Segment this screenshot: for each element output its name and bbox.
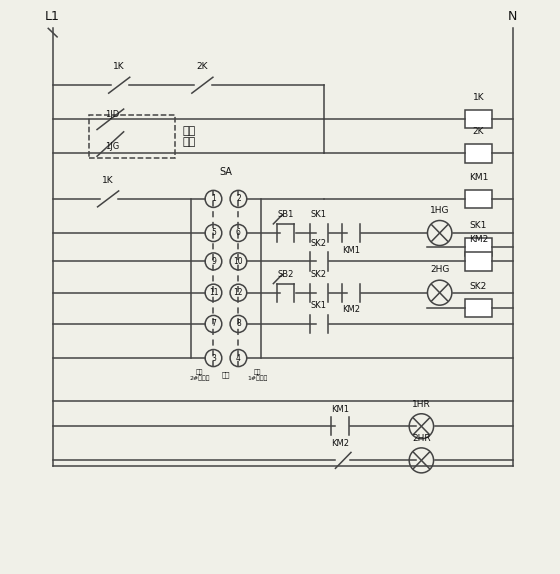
- Text: 2: 2: [236, 195, 241, 203]
- Text: 5: 5: [211, 228, 216, 238]
- Text: 1K: 1K: [473, 93, 484, 102]
- Text: 1K: 1K: [113, 62, 125, 71]
- Text: 11: 11: [209, 288, 218, 297]
- Text: 手动: 手动: [222, 372, 230, 378]
- Text: 1HG: 1HG: [430, 205, 450, 215]
- Text: 1K: 1K: [102, 176, 114, 185]
- Bar: [465, 253, 492, 270]
- Text: KM1: KM1: [469, 173, 488, 182]
- Bar: [465, 299, 492, 317]
- Text: 6: 6: [236, 228, 241, 238]
- Text: 2K: 2K: [473, 127, 484, 136]
- Text: SK1: SK1: [311, 210, 327, 219]
- Text: SK2: SK2: [311, 239, 327, 248]
- Text: 2HR: 2HR: [412, 435, 431, 443]
- Text: KM2: KM2: [469, 235, 488, 245]
- Text: SK2: SK2: [470, 282, 487, 291]
- Text: 1HR: 1HR: [412, 400, 431, 409]
- Text: 2K: 2K: [197, 62, 208, 71]
- Bar: [465, 190, 492, 208]
- Text: 10: 10: [234, 257, 243, 266]
- Bar: [465, 144, 492, 162]
- Text: 自动
2#联全量: 自动 2#联全量: [189, 369, 210, 381]
- Text: KM1: KM1: [342, 246, 360, 254]
- Text: 水位
开关: 水位 开关: [183, 126, 196, 147]
- Text: N: N: [508, 10, 517, 23]
- Text: SA: SA: [220, 166, 232, 177]
- Text: KM2: KM2: [342, 305, 360, 314]
- Text: KM2: KM2: [331, 439, 349, 448]
- Text: SB2: SB2: [277, 270, 294, 279]
- Text: KM1: KM1: [331, 405, 349, 414]
- Text: 1JD: 1JD: [105, 110, 120, 119]
- Text: 自动
1#联全量: 自动 1#联全量: [248, 369, 268, 381]
- Text: SK2: SK2: [311, 270, 327, 279]
- Text: 1JG: 1JG: [105, 142, 120, 151]
- Text: 2HG: 2HG: [430, 265, 449, 274]
- Text: 4: 4: [236, 354, 241, 363]
- Text: SK1: SK1: [311, 301, 327, 311]
- Bar: [465, 238, 492, 257]
- Text: 9: 9: [211, 257, 216, 266]
- Text: 8: 8: [236, 320, 241, 328]
- Text: 7: 7: [211, 320, 216, 328]
- Bar: [465, 110, 492, 129]
- Text: 1: 1: [211, 195, 216, 203]
- Text: SK1: SK1: [470, 221, 487, 230]
- Text: L1: L1: [45, 10, 60, 23]
- Text: 3: 3: [211, 354, 216, 363]
- Bar: [88, 115, 175, 158]
- Text: 12: 12: [234, 288, 243, 297]
- Text: SB1: SB1: [277, 210, 294, 219]
